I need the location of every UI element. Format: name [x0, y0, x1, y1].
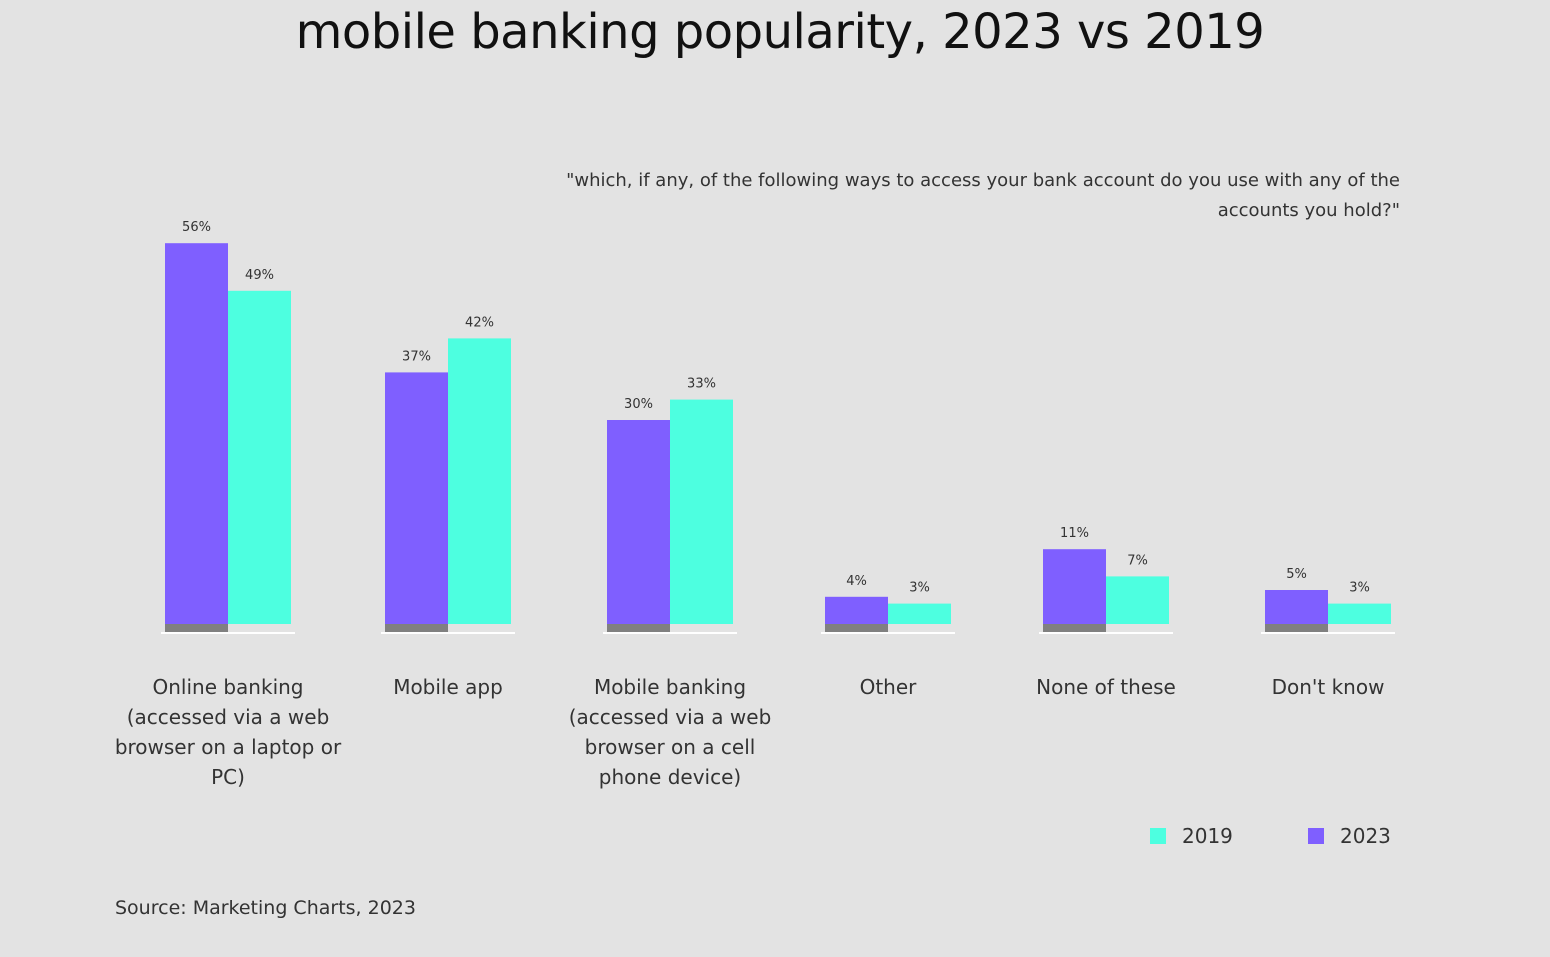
- bar-2019: [1106, 576, 1169, 624]
- axis-base-mark: [607, 624, 670, 632]
- bar-2023: [1043, 549, 1106, 624]
- data-label-2019: 42%: [465, 315, 494, 330]
- category-label: None of these: [1036, 675, 1176, 699]
- bar-2019: [670, 399, 733, 624]
- legend-item-2023: 2023: [1308, 824, 1391, 848]
- legend-label-2023: 2023: [1340, 824, 1391, 848]
- legend-item-2019: 2019: [1150, 824, 1233, 848]
- bar-2023: [825, 596, 888, 624]
- data-label-2023: 30%: [624, 397, 653, 412]
- data-label-2023: 4%: [846, 574, 867, 589]
- bar-2023: [1265, 590, 1328, 624]
- data-label-2023: 37%: [402, 349, 431, 364]
- axis-base-mark: [1043, 624, 1106, 632]
- data-label-2019: 7%: [1127, 553, 1148, 568]
- bar-2019: [1328, 603, 1391, 624]
- category-label: Mobile app: [393, 675, 503, 699]
- data-label-2023: 11%: [1060, 526, 1089, 541]
- category-label: Other: [859, 675, 917, 699]
- data-label-2019: 49%: [245, 268, 274, 283]
- category-label: Mobile banking (accessed via a web brows…: [568, 675, 772, 789]
- bar-2019: [888, 603, 951, 624]
- data-label-2019: 3%: [1349, 581, 1370, 596]
- chart-title: mobile banking popularity, 2023 vs 2019: [295, 4, 1265, 60]
- bar-2019: [228, 290, 291, 624]
- axis-base-mark: [165, 624, 228, 632]
- category-label: Online banking (accessed via a web brows…: [114, 675, 342, 789]
- legend-swatch-2019: [1150, 828, 1166, 844]
- bar-2019: [448, 338, 511, 624]
- category-label: Don't know: [1271, 675, 1385, 699]
- data-label-2019: 33%: [687, 377, 716, 392]
- legend-swatch-2023: [1308, 828, 1324, 844]
- bar-2023: [385, 372, 448, 624]
- axis-base-mark: [825, 624, 888, 632]
- bar-2023: [607, 420, 670, 624]
- data-label-2023: 5%: [1286, 567, 1307, 582]
- data-label-2019: 3%: [909, 581, 930, 596]
- data-label-2023: 56%: [182, 220, 211, 235]
- axis-base-mark: [1265, 624, 1328, 632]
- legend-label-2019: 2019: [1182, 824, 1233, 848]
- source-note: Source: Marketing Charts, 2023: [115, 897, 416, 919]
- axis-base-mark: [385, 624, 448, 632]
- bar-2023: [165, 243, 228, 624]
- chart-subtitle: "which, if any, of the following ways to…: [566, 170, 1400, 221]
